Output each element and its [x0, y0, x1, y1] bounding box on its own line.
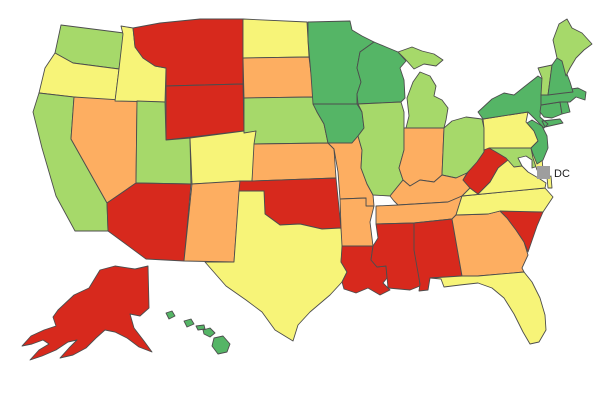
state-sd[interactable]: South Dakota	[242, 56, 315, 99]
state-tx[interactable]: Texas	[204, 190, 348, 342]
dc-legend: DC	[537, 166, 570, 180]
state-hi[interactable]: Hawaii	[165, 310, 231, 355]
state-sc[interactable]: South Carolina	[499, 210, 544, 253]
states-layer: WashingtonOregonCaliforniaNevadaIdahoMon…	[21, 18, 593, 361]
state-co[interactable]: Colorado	[189, 128, 259, 185]
state-ak[interactable]: Alaska	[21, 265, 153, 361]
state-nm[interactable]: New Mexico	[183, 180, 241, 263]
state-me[interactable]: Maine	[552, 18, 593, 77]
state-fl[interactable]: Florida	[429, 271, 547, 345]
state-il[interactable]: Illinois	[357, 101, 405, 197]
dc-legend-swatch[interactable]	[537, 166, 550, 179]
state-mi[interactable]: Michigan	[397, 46, 449, 129]
state-in[interactable]: Indiana	[398, 127, 445, 187]
state-nj[interactable]: New Jersey	[526, 119, 549, 165]
state-vt[interactable]: Vermont	[537, 64, 553, 96]
state-ks[interactable]: Kansas	[251, 142, 337, 182]
state-az[interactable]: Arizona	[106, 182, 192, 262]
state-nd[interactable]: North Dakota	[242, 18, 310, 59]
state-nc[interactable]: North Carolina	[455, 187, 554, 216]
dc-legend-label: DC	[554, 168, 570, 180]
state-ar[interactable]: Arkansas	[339, 197, 375, 247]
state-wy[interactable]: Wyoming	[165, 83, 245, 141]
